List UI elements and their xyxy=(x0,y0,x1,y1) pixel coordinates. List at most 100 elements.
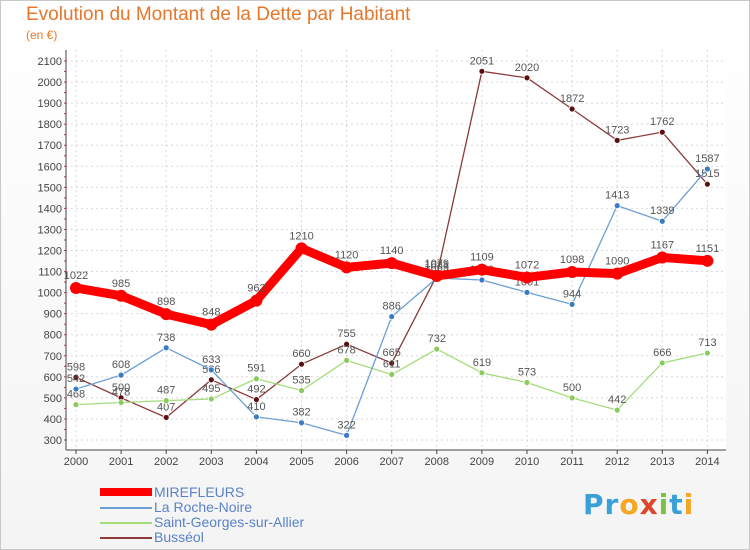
logo-letter: i xyxy=(658,488,670,521)
y-tick-label: 1800 xyxy=(38,119,62,131)
data-label-la-roche-noire: 322 xyxy=(337,419,355,431)
data-label-busseol: 407 xyxy=(157,401,175,413)
data-point-mirefleurs xyxy=(521,271,533,284)
data-label-busseol: 2051 xyxy=(470,55,494,67)
x-tick-label: 2009 xyxy=(470,456,494,468)
data-point-saint-georges-sur-allier xyxy=(252,375,260,383)
y-tick-label: 700 xyxy=(44,351,62,363)
y-tick-label: 400 xyxy=(44,414,62,426)
data-label-la-roche-noire: 410 xyxy=(247,401,265,413)
data-point-la-roche-noire xyxy=(298,419,305,427)
data-label-mirefleurs: 1090 xyxy=(605,256,629,268)
data-point-mirefleurs xyxy=(70,281,82,294)
x-tick-label: 2003 xyxy=(199,456,223,468)
data-label-mirefleurs: 962 xyxy=(247,283,265,295)
x-tick-label: 2001 xyxy=(109,456,133,468)
y-tick-label: 2000 xyxy=(38,77,62,89)
logo-letter: i xyxy=(683,488,695,521)
data-point-busseol xyxy=(658,128,666,136)
data-label-busseol: 755 xyxy=(337,328,355,340)
data-point-busseol xyxy=(613,136,621,144)
data-label-busseol: 500 xyxy=(112,382,130,394)
data-label-saint-georges-sur-allier: 732 xyxy=(428,333,446,345)
data-point-mirefleurs xyxy=(295,242,308,255)
y-tick-label: 1600 xyxy=(38,161,62,173)
y-tick-label: 600 xyxy=(44,372,62,384)
data-point-busseol xyxy=(298,360,305,368)
y-tick-label: 1000 xyxy=(38,288,62,300)
data-label-saint-georges-sur-allier: 495 xyxy=(202,383,220,395)
data-point-la-roche-noire xyxy=(207,366,215,374)
data-point-busseol xyxy=(343,340,351,348)
y-tick-label: 500 xyxy=(44,393,62,405)
x-tick-label: 2013 xyxy=(650,456,674,468)
data-point-busseol xyxy=(704,180,711,188)
data-point-busseol xyxy=(252,396,260,403)
data-point-saint-georges-sur-allier xyxy=(433,345,441,353)
data-label-busseol: 660 xyxy=(292,348,310,360)
x-tick-label: 2014 xyxy=(695,456,719,468)
data-label-mirefleurs: 848 xyxy=(202,307,220,319)
data-label-busseol: 1872 xyxy=(560,93,584,105)
data-point-la-roche-noire xyxy=(388,313,396,321)
data-point-saint-georges-sur-allier xyxy=(704,349,711,357)
data-point-mirefleurs xyxy=(566,265,579,278)
data-point-saint-georges-sur-allier xyxy=(298,387,305,394)
data-label-mirefleurs: 1079 xyxy=(425,258,449,270)
data-label-saint-georges-sur-allier: 500 xyxy=(563,382,581,394)
x-tick-label: 2010 xyxy=(515,456,539,468)
data-point-la-roche-noire xyxy=(704,165,711,173)
data-label-saint-georges-sur-allier: 478 xyxy=(112,387,130,399)
data-point-mirefleurs xyxy=(701,254,714,267)
data-point-la-roche-noire xyxy=(478,276,486,284)
data-label-mirefleurs: 1167 xyxy=(650,239,674,251)
chart-title: Evolution du Montant de la Dette par Hab… xyxy=(26,4,411,25)
data-label-saint-georges-sur-allier: 591 xyxy=(247,363,265,375)
data-point-mirefleurs xyxy=(656,251,669,264)
data-label-la-roche-noire: 1339 xyxy=(650,205,674,217)
logo-letter: P xyxy=(583,488,605,521)
legend-label: Busséol xyxy=(154,529,204,545)
data-label-mirefleurs: 1120 xyxy=(335,249,359,261)
data-point-mirefleurs xyxy=(611,267,624,280)
data-point-saint-georges-sur-allier xyxy=(117,399,125,406)
data-label-saint-georges-sur-allier: 611 xyxy=(383,359,401,371)
data-point-saint-georges-sur-allier xyxy=(658,359,666,367)
data-point-busseol xyxy=(207,376,215,384)
data-point-la-roche-noire xyxy=(343,431,351,439)
data-point-saint-georges-sur-allier xyxy=(207,395,215,403)
data-label-la-roche-noire: 633 xyxy=(202,354,220,366)
y-tick-label: 300 xyxy=(44,435,62,447)
legend-label: Saint-Georges-sur-Allier xyxy=(154,514,305,530)
y-tick-label: 1300 xyxy=(38,224,62,236)
data-label-mirefleurs: 1022 xyxy=(64,270,88,282)
data-point-la-roche-noire xyxy=(568,301,576,308)
data-point-mirefleurs xyxy=(250,294,263,307)
data-point-mirefleurs xyxy=(430,269,443,282)
data-point-mirefleurs xyxy=(115,289,128,302)
data-label-mirefleurs: 1151 xyxy=(696,243,720,255)
data-label-busseol: 1515 xyxy=(695,168,719,180)
data-point-saint-georges-sur-allier xyxy=(162,397,170,405)
data-label-saint-georges-sur-allier: 487 xyxy=(157,385,175,397)
data-point-busseol xyxy=(388,359,396,367)
data-label-saint-georges-sur-allier: 573 xyxy=(518,367,536,379)
data-label-la-roche-noire: 542 xyxy=(67,373,85,385)
data-point-busseol xyxy=(162,414,170,421)
logo-letter: t xyxy=(669,488,684,521)
data-point-mirefleurs xyxy=(385,257,398,270)
data-label-la-roche-noire: 382 xyxy=(292,407,310,419)
data-point-busseol xyxy=(568,105,576,113)
data-label-la-roche-noire: 944 xyxy=(563,288,581,300)
x-tick-label: 2012 xyxy=(605,456,629,468)
data-label-busseol: 1081 xyxy=(425,260,449,272)
legend-swatch-la-roche-noire xyxy=(100,507,152,509)
x-tick-label: 2011 xyxy=(560,456,584,468)
data-label-mirefleurs: 1098 xyxy=(560,254,584,266)
data-point-saint-georges-sur-allier xyxy=(568,394,576,402)
x-tick-label: 2007 xyxy=(379,456,403,468)
data-label-busseol: 492 xyxy=(247,384,265,396)
data-point-mirefleurs xyxy=(205,318,218,331)
data-label-la-roche-noire: 738 xyxy=(157,332,175,344)
